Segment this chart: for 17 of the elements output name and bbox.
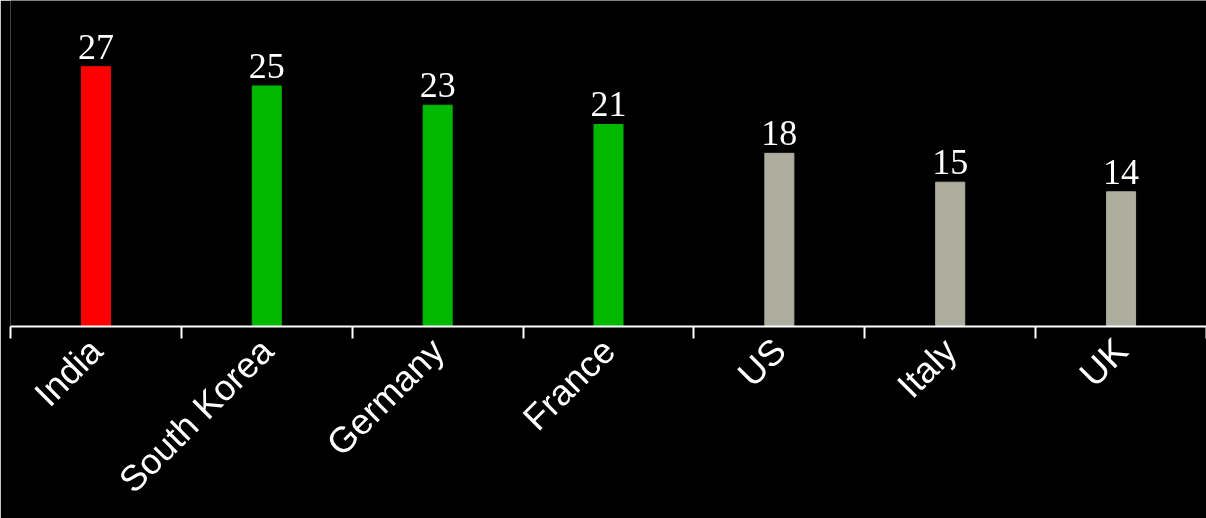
bar <box>764 152 795 327</box>
data-label: 18 <box>761 113 798 154</box>
data-label: 27 <box>77 26 114 67</box>
data-label: 25 <box>248 45 285 86</box>
x-tick-label: US <box>729 330 794 395</box>
bar <box>1106 191 1137 327</box>
bar <box>935 181 966 327</box>
data-label: 14 <box>1103 151 1140 192</box>
bar <box>251 85 282 327</box>
data-label: 21 <box>590 84 627 125</box>
bar <box>422 104 453 327</box>
x-tick-label: UK <box>1071 330 1136 395</box>
bar <box>593 123 624 327</box>
data-label: 23 <box>419 65 456 106</box>
data-label: 15 <box>932 142 969 183</box>
x-tick-label: Italy <box>889 330 965 406</box>
bar <box>80 66 111 327</box>
